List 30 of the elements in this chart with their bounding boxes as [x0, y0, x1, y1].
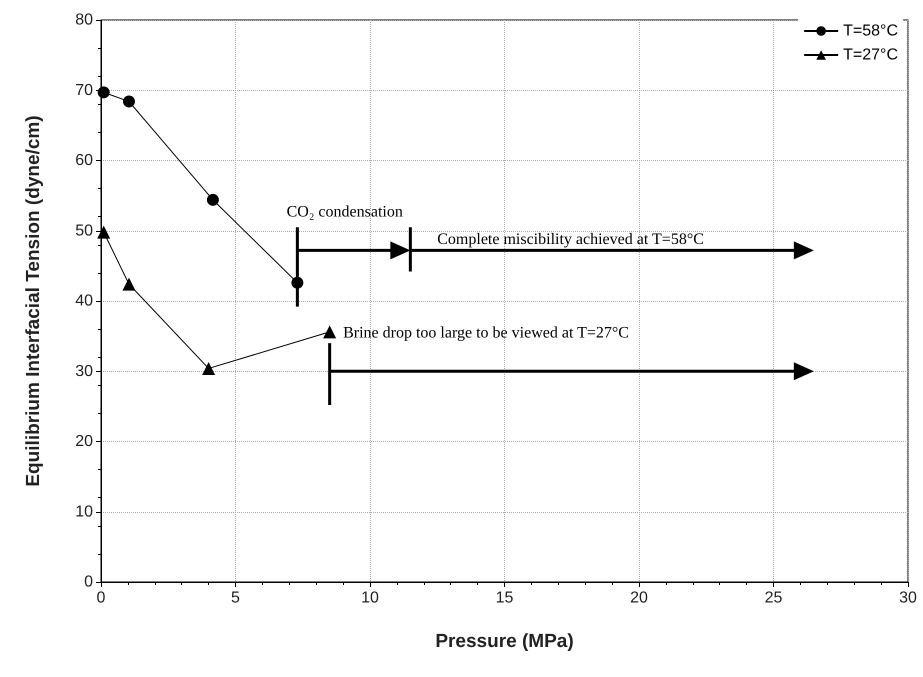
y-tick-label: 80	[75, 12, 94, 28]
y-tick-label: 50	[75, 222, 94, 240]
y-axis-title: Equilibrium Interfacial Tension (dyne/cm)	[23, 115, 44, 487]
x-tick-label: 10	[361, 590, 379, 606]
point	[206, 194, 219, 206]
point	[122, 95, 135, 108]
y-tick-label: 30	[75, 362, 94, 380]
point	[122, 278, 136, 291]
y-tick-label: 10	[75, 503, 94, 520]
legend-label: T=58°C	[843, 22, 898, 40]
annotation: Brine drop too large to be viewed at T=27°C	[343, 324, 629, 342]
x-axis-title: Pressure (MPa)	[435, 631, 574, 652]
x-tick-label: 0	[96, 590, 106, 606]
y-tick-label: 20	[75, 433, 94, 450]
x-tick-label: 15	[496, 590, 514, 606]
y-tick-label: 0	[84, 574, 94, 590]
legend-label: T=27°C	[843, 46, 898, 64]
x-tick-label: 25	[764, 590, 782, 606]
annotation: CO₂ condensation	[286, 204, 403, 221]
point	[202, 362, 216, 375]
x-tick-label: 5	[231, 590, 240, 606]
annotation: Complete miscibility achieved at T=58°C	[437, 231, 704, 248]
y-tick-label: 70	[75, 82, 94, 99]
x-tick-label: 30	[899, 590, 917, 606]
y-tick-label: 60	[75, 152, 94, 169]
y-tick-label: 40	[75, 292, 94, 310]
point	[97, 226, 110, 239]
x-tick-label: 20	[630, 590, 648, 606]
point	[323, 325, 336, 338]
point	[98, 86, 110, 98]
